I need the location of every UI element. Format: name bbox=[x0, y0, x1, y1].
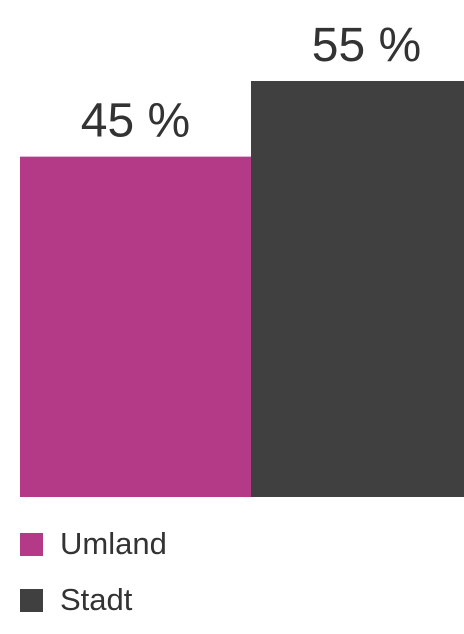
bar-umland bbox=[20, 156, 251, 498]
data-label-stadt: 55 % bbox=[312, 19, 421, 72]
legend-label-umland: Umland bbox=[60, 526, 167, 561]
bar-chart: 45 % 55 % bbox=[20, 19, 464, 498]
legend-item-umland: Umland bbox=[20, 522, 420, 566]
data-label-umland: 45 % bbox=[81, 95, 190, 148]
legend-label-stadt: Stadt bbox=[60, 582, 133, 617]
legend-item-stadt: Stadt bbox=[20, 578, 420, 622]
chart-legend: Umland Stadt bbox=[20, 522, 420, 634]
bar-stadt bbox=[251, 81, 464, 497]
legend-swatch-umland bbox=[20, 532, 43, 556]
legend-swatch-stadt bbox=[20, 588, 43, 612]
